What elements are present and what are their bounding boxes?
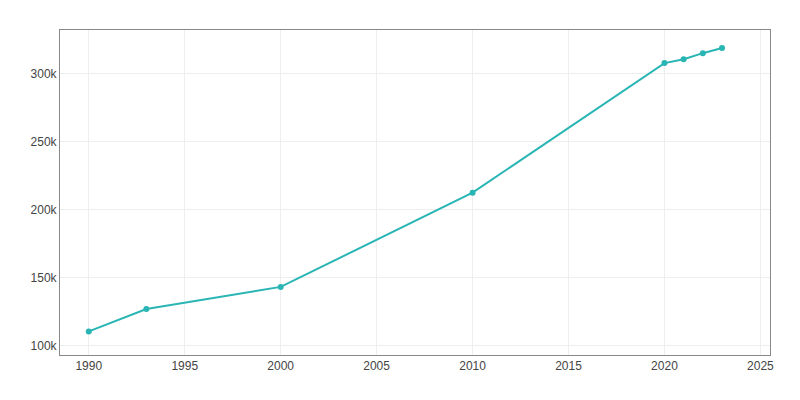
svg-text:2020: 2020 <box>651 359 678 373</box>
svg-text:250k: 250k <box>31 135 58 149</box>
svg-text:2005: 2005 <box>363 359 390 373</box>
svg-text:300k: 300k <box>31 67 58 81</box>
svg-text:1990: 1990 <box>75 359 102 373</box>
svg-text:2000: 2000 <box>267 359 294 373</box>
svg-text:200k: 200k <box>31 203 58 217</box>
svg-text:2025: 2025 <box>747 359 774 373</box>
svg-text:2010: 2010 <box>459 359 486 373</box>
svg-text:2015: 2015 <box>555 359 582 373</box>
svg-text:150k: 150k <box>31 271 58 285</box>
svg-text:100k: 100k <box>31 339 58 353</box>
svg-text:1995: 1995 <box>171 359 198 373</box>
